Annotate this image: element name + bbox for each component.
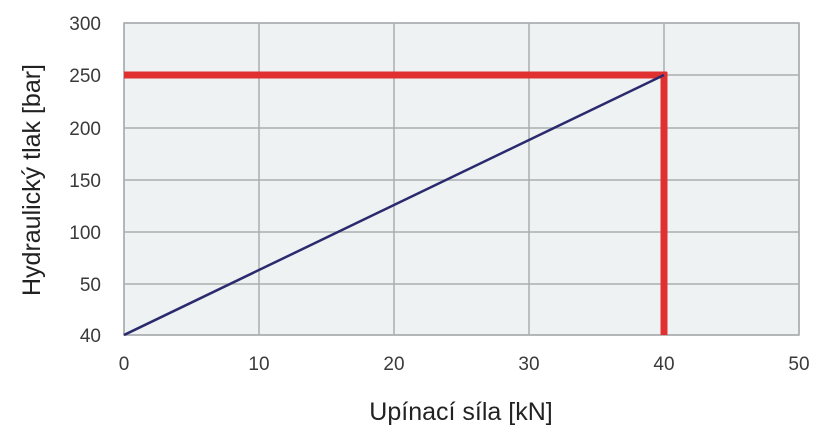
reference-lines — [124, 71, 668, 335]
y-axis-label: Hydraulický tlak [bar] — [18, 64, 46, 296]
x-axis-label: Upínací síla [kN] — [369, 398, 552, 426]
x-tick-label: 40 — [653, 354, 674, 375]
x-tick-label: 0 — [119, 354, 130, 375]
y-tick-label: 40 — [80, 326, 101, 347]
x-axis-ticks: 0 10 20 30 40 50 — [119, 354, 810, 375]
series-group — [123, 73, 665, 337]
y-tick-label: 50 — [80, 275, 101, 296]
x-tick-label: 20 — [383, 354, 404, 375]
y-tick-label: 250 — [69, 66, 101, 87]
x-tick-label: 10 — [248, 354, 269, 375]
y-tick-label: 300 — [69, 14, 101, 35]
y-axis-ticks: 40 50 100 150 200 250 300 — [69, 14, 101, 347]
x-tick-label: 50 — [788, 354, 809, 375]
y-tick-label: 150 — [69, 171, 101, 192]
x-tick-label: 30 — [518, 354, 539, 375]
plot-area — [123, 22, 800, 336]
y-tick-label: 100 — [69, 223, 101, 244]
y-tick-label: 200 — [69, 119, 101, 140]
series-line — [123, 73, 665, 337]
